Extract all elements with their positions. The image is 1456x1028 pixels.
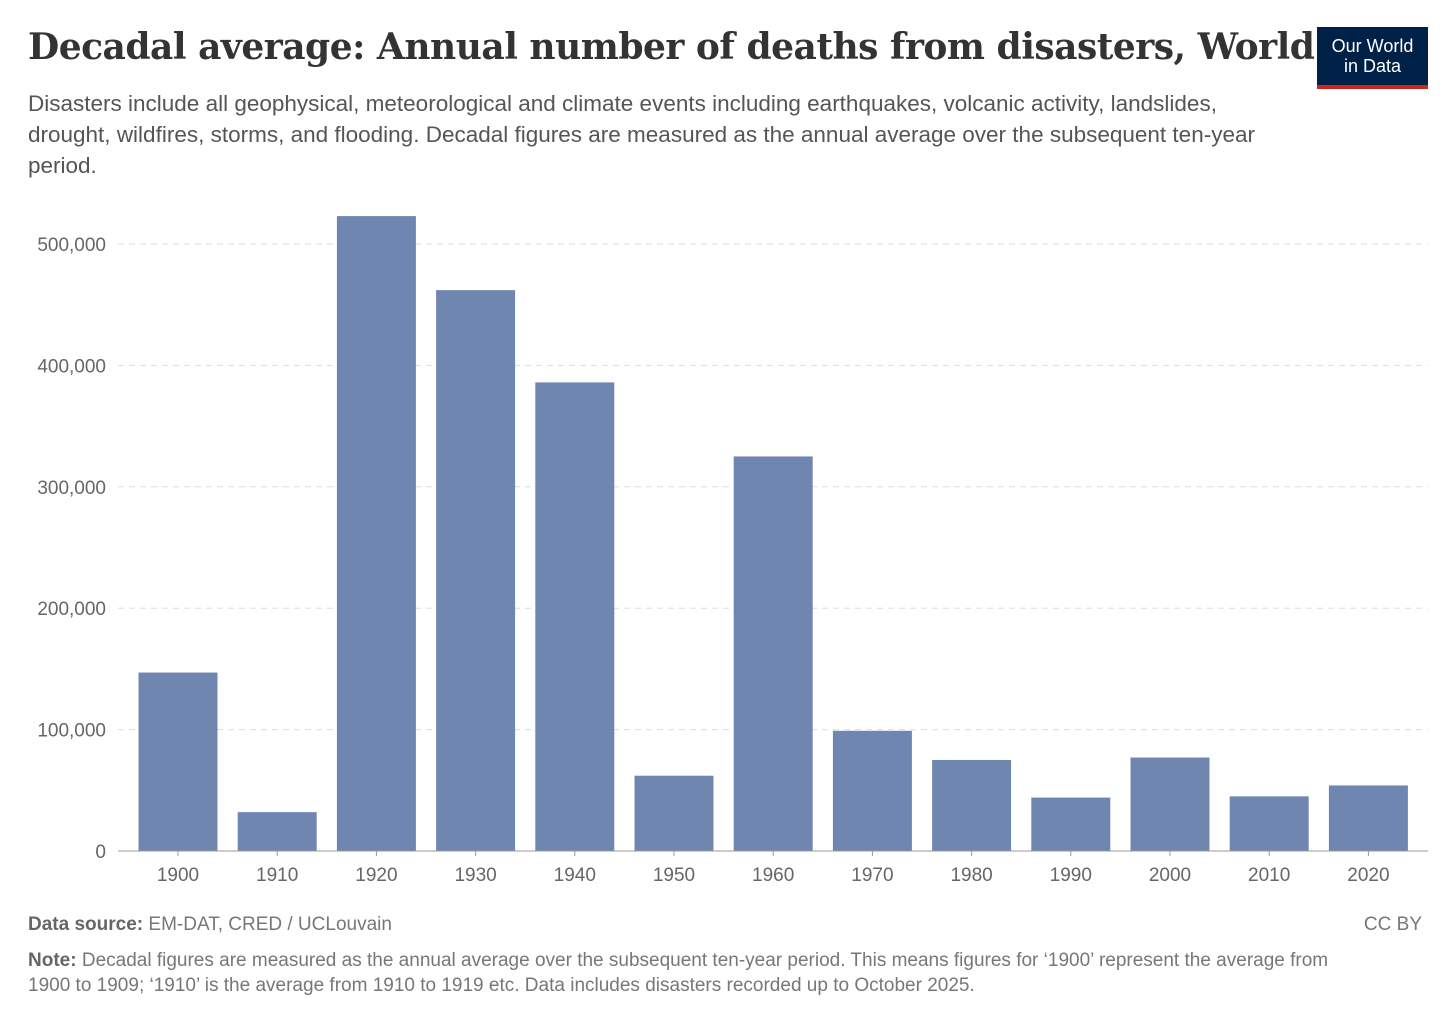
- x-tick-label: 1930: [454, 865, 496, 886]
- x-tick-label: 1980: [950, 865, 992, 886]
- note-text: Decadal figures are measured as the annu…: [28, 950, 1329, 996]
- source-text[interactable]: EM-DAT, CRED / UCLouvain: [148, 914, 392, 935]
- bar-chart: 0 100,000 200,000 300,000 400,000 500,000 1900…: [37, 216, 1428, 886]
- chart-title: Decadal average: Annual number of deaths…: [28, 26, 1315, 68]
- bar-1970: [832, 730, 912, 851]
- license[interactable]: CC BY: [1363, 914, 1422, 935]
- bar-1900: [138, 672, 218, 851]
- bar-2010: [1229, 796, 1309, 851]
- bar-1940: [535, 382, 615, 851]
- chart-note: Note: Decadal figures are measured as th…: [28, 948, 1368, 998]
- note-label: Note:: [28, 950, 77, 971]
- bar-2020: [1328, 785, 1408, 851]
- owid-logo[interactable]: Our World in Data: [1317, 27, 1428, 89]
- logo-line-1: Our World: [1331, 36, 1414, 56]
- bar-1990: [1031, 797, 1111, 851]
- x-tick-label: 1950: [653, 865, 695, 886]
- y-tick-label: 500,000: [37, 235, 106, 256]
- bar-1920: [336, 216, 416, 851]
- x-tick-label: 1940: [554, 865, 596, 886]
- source-label: Data source:: [28, 914, 144, 935]
- bar-1930: [436, 290, 516, 852]
- x-tick-label: 1990: [1050, 865, 1092, 886]
- x-tick-label: 1920: [355, 865, 397, 886]
- x-tick-label: 2020: [1347, 865, 1389, 886]
- y-tick-label: 200,000: [37, 599, 106, 620]
- x-tick-label: 2000: [1149, 865, 1191, 886]
- bar-2000: [1130, 757, 1210, 851]
- x-tick-label: 1900: [157, 865, 199, 886]
- x-tick-label: 2010: [1248, 865, 1290, 886]
- bar-1980: [932, 759, 1012, 851]
- y-tick-label: 100,000: [37, 721, 106, 742]
- bar-1950: [634, 775, 714, 851]
- chart-subtitle: Disasters include all geophysical, meteo…: [28, 91, 1255, 178]
- y-tick-label: 300,000: [37, 478, 106, 499]
- x-tick-label: 1910: [256, 865, 298, 886]
- bar-1910: [237, 812, 317, 851]
- logo-line-2: in Data: [1343, 56, 1402, 76]
- data-source: Data source: EM-DAT, CRED / UCLouvain: [28, 914, 392, 936]
- x-tick-label: 1970: [851, 865, 893, 886]
- y-tick-label: 0: [95, 842, 106, 863]
- y-tick-label: 400,000: [37, 356, 106, 377]
- x-tick-label: 1960: [752, 865, 794, 886]
- bar-1960: [733, 456, 813, 851]
